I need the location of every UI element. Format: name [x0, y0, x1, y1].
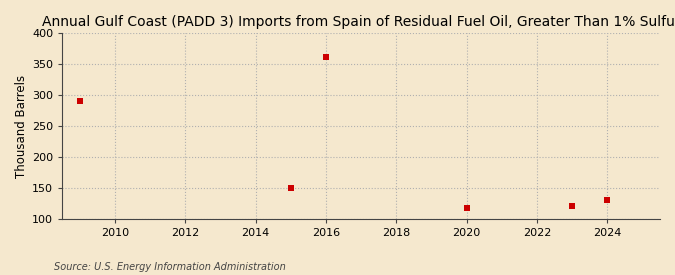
Title: Annual Gulf Coast (PADD 3) Imports from Spain of Residual Fuel Oil, Greater Than: Annual Gulf Coast (PADD 3) Imports from … — [42, 15, 675, 29]
Text: Source: U.S. Energy Information Administration: Source: U.S. Energy Information Administ… — [54, 262, 286, 272]
Y-axis label: Thousand Barrels: Thousand Barrels — [15, 75, 28, 178]
